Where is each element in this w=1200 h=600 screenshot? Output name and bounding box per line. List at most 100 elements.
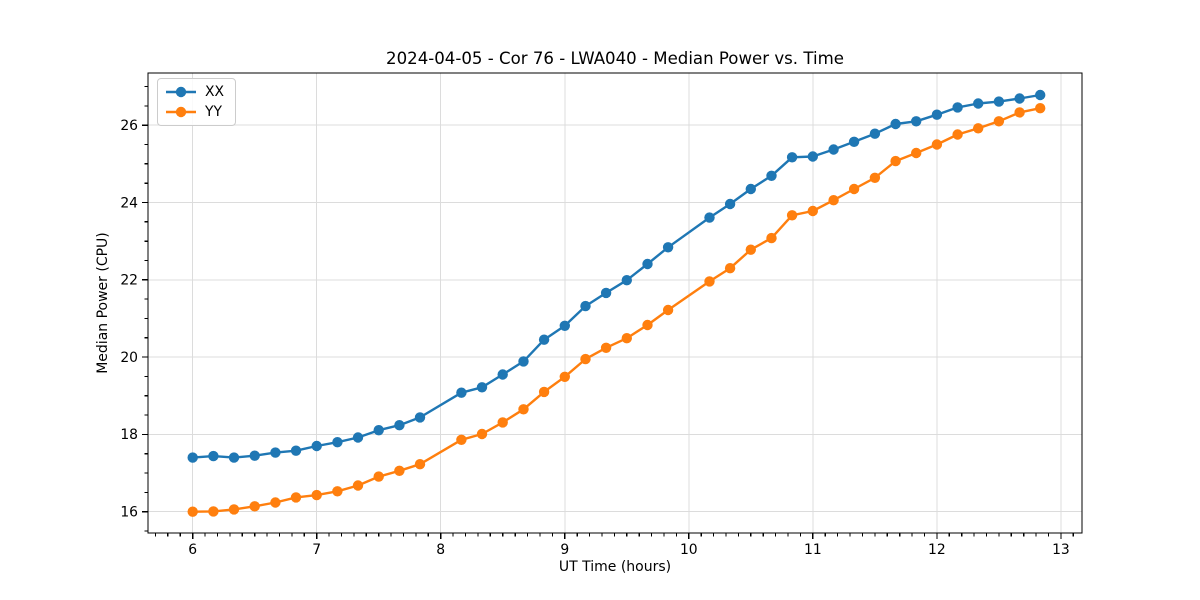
data-point-yy bbox=[848, 183, 860, 195]
data-point-yy bbox=[890, 155, 901, 167]
data-point-xx bbox=[580, 300, 591, 312]
data-point-yy bbox=[249, 501, 260, 512]
data-point-yy bbox=[828, 195, 839, 206]
data-point-yy bbox=[786, 210, 798, 221]
x-tick-label: 8 bbox=[436, 542, 445, 558]
data-point-xx bbox=[662, 242, 674, 253]
data-point-xx bbox=[869, 128, 881, 139]
y-axis-label: Median Power (CPU) bbox=[95, 232, 111, 374]
data-point-yy bbox=[642, 319, 653, 331]
data-point-xx bbox=[187, 452, 198, 463]
data-point-yy bbox=[807, 205, 818, 217]
data-point-yy bbox=[456, 434, 467, 445]
x-tick-label: 12 bbox=[928, 542, 946, 558]
data-point-xx bbox=[208, 450, 219, 462]
x-tick-label: 13 bbox=[1052, 542, 1070, 558]
data-point-xx bbox=[952, 102, 963, 113]
data-point-xx bbox=[456, 387, 467, 398]
y-tick-label: 20 bbox=[120, 350, 138, 366]
data-point-xx bbox=[724, 198, 736, 210]
data-point-xx bbox=[1014, 93, 1025, 104]
data-point-yy bbox=[869, 172, 881, 183]
legend-marker-icon bbox=[166, 86, 196, 98]
data-point-yy bbox=[766, 232, 777, 244]
data-point-xx bbox=[931, 109, 943, 120]
legend-label: YY bbox=[205, 104, 222, 120]
y-tick-label: 16 bbox=[120, 505, 138, 521]
data-point-xx bbox=[352, 432, 364, 443]
data-point-yy bbox=[931, 139, 943, 150]
data-point-xx bbox=[890, 118, 901, 130]
data-point-yy bbox=[724, 263, 736, 274]
data-point-xx bbox=[993, 96, 1005, 107]
data-point-xx bbox=[807, 151, 818, 162]
data-point-yy bbox=[228, 504, 240, 515]
data-point-xx bbox=[621, 275, 632, 286]
x-tick-label: 9 bbox=[560, 542, 569, 558]
series-line-xx bbox=[191, 93, 1042, 459]
x-tick-label: 10 bbox=[680, 542, 698, 558]
data-point-yy bbox=[1014, 107, 1025, 118]
data-point-xx bbox=[290, 445, 302, 456]
y-tick-label: 22 bbox=[120, 273, 138, 289]
legend-item: YY bbox=[165, 104, 224, 120]
x-axis-label: UT Time (hours) bbox=[558, 559, 672, 575]
data-point-xx bbox=[497, 369, 508, 380]
data-point-xx bbox=[1035, 89, 1046, 101]
data-point-yy bbox=[559, 371, 570, 382]
data-point-yy bbox=[1035, 103, 1046, 114]
data-point-yy bbox=[208, 506, 219, 517]
x-tick-label: 7 bbox=[312, 542, 321, 558]
x-tick-label: 11 bbox=[804, 542, 822, 558]
data-point-xx bbox=[745, 183, 756, 195]
data-point-yy bbox=[373, 471, 384, 482]
data-point-xx bbox=[394, 420, 405, 431]
data-point-xx bbox=[600, 287, 612, 299]
series-line-yy bbox=[191, 107, 1042, 513]
data-point-xx bbox=[518, 356, 529, 367]
legend-marker-icon bbox=[166, 106, 196, 118]
data-point-yy bbox=[311, 489, 322, 501]
data-point-yy bbox=[187, 506, 198, 517]
data-point-yy bbox=[911, 147, 922, 159]
data-point-yy bbox=[270, 497, 281, 508]
data-point-yy bbox=[394, 465, 405, 476]
data-point-yy bbox=[704, 276, 715, 287]
data-point-xx bbox=[704, 212, 715, 223]
legend-item: XX bbox=[165, 84, 224, 100]
data-point-xx bbox=[332, 437, 343, 448]
y-tick-label: 26 bbox=[120, 118, 138, 134]
data-point-xx bbox=[538, 334, 550, 345]
legend: XX YY bbox=[157, 78, 237, 126]
data-point-xx bbox=[228, 452, 240, 463]
data-point-yy bbox=[600, 342, 612, 353]
data-point-yy bbox=[352, 480, 364, 491]
data-point-xx bbox=[414, 412, 426, 423]
data-point-xx bbox=[848, 136, 860, 147]
data-point-yy bbox=[538, 386, 550, 398]
data-point-yy bbox=[414, 459, 426, 470]
x-tick-label: 6 bbox=[188, 542, 197, 558]
data-point-yy bbox=[621, 333, 632, 344]
data-point-xx bbox=[270, 447, 281, 458]
data-point-xx bbox=[311, 440, 322, 452]
data-point-yy bbox=[290, 492, 302, 503]
legend-label: XX bbox=[205, 84, 225, 100]
data-point-xx bbox=[973, 98, 984, 109]
chart-title: 2024-04-05 - Cor 76 - LWA040 - Median Po… bbox=[386, 49, 844, 68]
data-point-yy bbox=[497, 417, 508, 428]
data-point-xx bbox=[786, 152, 798, 163]
data-point-xx bbox=[476, 382, 488, 393]
y-tick-label: 24 bbox=[120, 195, 138, 211]
data-point-yy bbox=[332, 486, 343, 497]
data-point-xx bbox=[911, 116, 922, 127]
data-point-yy bbox=[993, 116, 1005, 127]
data-point-yy bbox=[518, 404, 529, 415]
data-point-yy bbox=[745, 244, 756, 255]
data-point-yy bbox=[580, 353, 591, 365]
data-point-yy bbox=[662, 304, 674, 316]
y-tick-label: 18 bbox=[120, 427, 138, 443]
data-point-xx bbox=[766, 170, 777, 181]
